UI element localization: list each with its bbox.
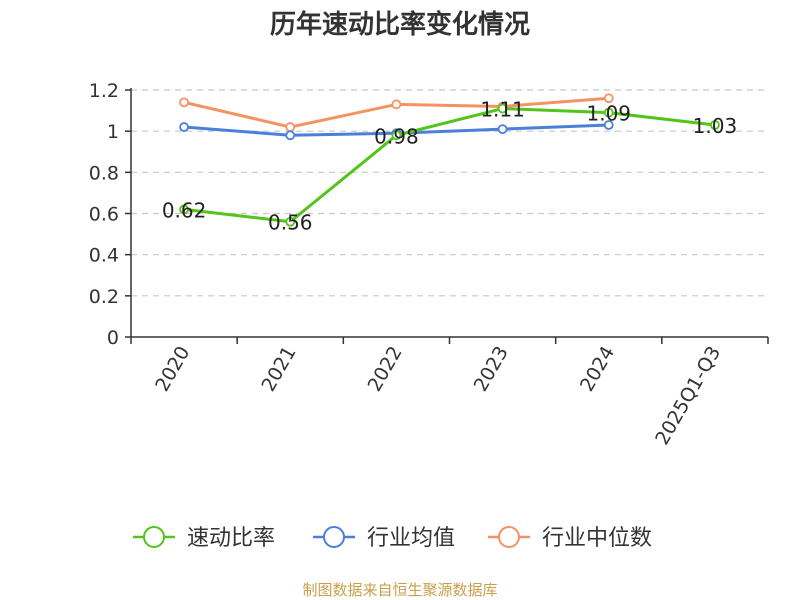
data-labels: 0.62 0.56 0.98 1.11 1.09 1.03 (162, 98, 737, 235)
data-point[interactable] (603, 107, 614, 118)
data-point[interactable] (391, 99, 402, 110)
data-point[interactable] (391, 130, 402, 141)
data-label: 0.62 (162, 198, 207, 222)
y-tick-label: 0.8 (89, 162, 119, 184)
series (179, 93, 720, 227)
y-tick-label: 0.6 (89, 204, 119, 226)
x-tick-label: 2025Q1-Q3 (651, 343, 725, 449)
x-tick-label: 2024 (576, 343, 619, 396)
x-tick-label: 2023 (470, 343, 513, 396)
legend-marker (323, 526, 345, 548)
data-point[interactable] (285, 130, 296, 141)
axes: 0 0.2 0.4 0.6 0.8 1 1.2 2020 2021 2022 2023 2024 202… (89, 80, 769, 449)
x-tick-label: 2020 (151, 343, 194, 396)
data-point[interactable] (497, 124, 508, 135)
legend-label: 速动比率 (187, 526, 275, 551)
legend-item[interactable]: 行业中位数 (488, 526, 652, 551)
legend-label: 行业中位数 (542, 526, 652, 551)
legend-marker (498, 526, 520, 548)
data-label: 0.98 (374, 124, 419, 148)
data-point[interactable] (179, 204, 189, 215)
y-tick-label: 0 (107, 327, 119, 349)
y-tick-label: 0.4 (89, 245, 119, 267)
data-point[interactable] (285, 216, 296, 227)
legend-label: 行业均值 (367, 526, 455, 551)
source-note: 制图数据来自恒生聚源数据库 (302, 581, 497, 599)
data-point[interactable] (710, 120, 720, 130)
data-label: 1.03 (693, 114, 738, 138)
data-point[interactable] (603, 93, 614, 104)
y-tick-label: 1 (107, 121, 119, 143)
y-tick-label: 0.2 (89, 286, 119, 308)
grid (131, 89, 768, 297)
data-label: 0.56 (268, 211, 313, 235)
legend-item[interactable]: 行业均值 (313, 526, 455, 551)
data-label: 1.11 (480, 98, 525, 122)
data-label: 1.09 (586, 102, 631, 126)
x-tick-label: 2022 (364, 343, 407, 396)
y-tick-label: 1.2 (89, 80, 119, 102)
x-tick-label: 2021 (257, 343, 300, 396)
data-point[interactable] (285, 122, 296, 132)
data-point[interactable] (179, 122, 189, 132)
data-point[interactable] (179, 97, 189, 108)
data-point[interactable] (603, 120, 614, 130)
legend[interactable]: 速动比率 行业均值 行业中位数 (133, 526, 652, 551)
series-line (183, 107, 716, 224)
legend-item[interactable]: 速动比率 (133, 526, 275, 551)
legend-marker (143, 526, 165, 548)
chart-title: 历年速动比率变化情况 (270, 9, 530, 40)
data-point[interactable] (497, 103, 508, 114)
